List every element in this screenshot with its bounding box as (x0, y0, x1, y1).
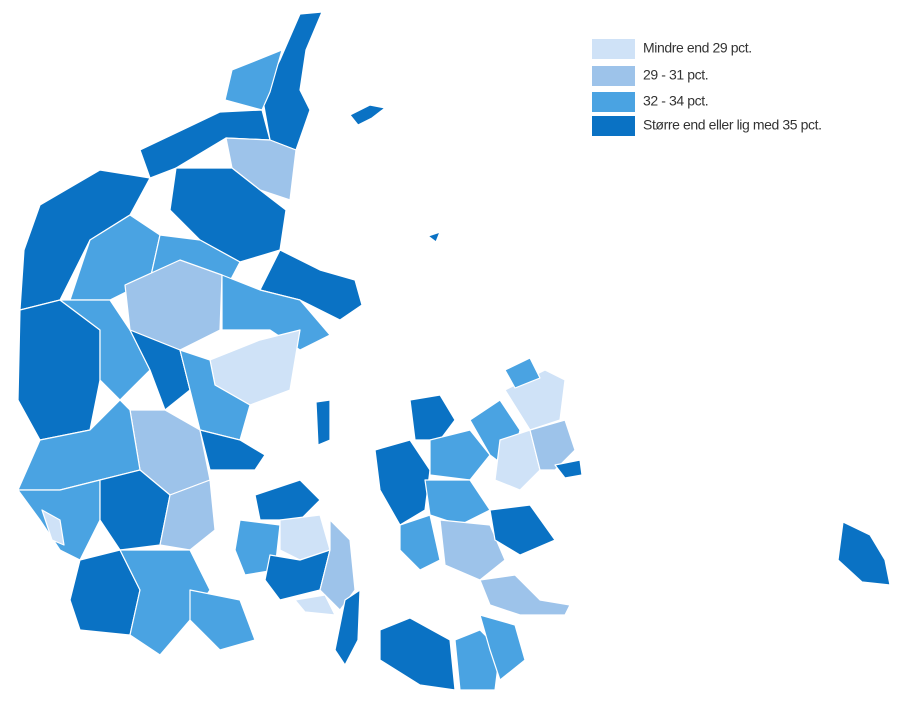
region (494, 429, 541, 491)
region (837, 521, 891, 586)
legend-swatch (592, 116, 635, 136)
region (409, 394, 456, 441)
region (224, 49, 283, 111)
legend-swatch (592, 92, 635, 112)
region (189, 589, 256, 651)
region (439, 519, 506, 581)
region (41, 509, 65, 546)
region (119, 549, 211, 656)
region (129, 329, 191, 411)
region (159, 479, 216, 551)
region (334, 589, 361, 666)
region (489, 504, 556, 556)
region (554, 459, 583, 479)
region (254, 479, 321, 521)
legend-label: Mindre end 29 pct. (643, 40, 752, 56)
region (349, 104, 386, 126)
region (319, 519, 356, 611)
region (424, 479, 491, 526)
region (427, 231, 441, 243)
region (429, 429, 491, 481)
region (529, 419, 576, 471)
region (179, 349, 251, 441)
region (374, 439, 431, 526)
legend-label: Større end eller lig med 35 pct. (643, 117, 822, 133)
region (379, 617, 456, 691)
legend-swatch (592, 66, 635, 86)
legend: Mindre end 29 pct. 29 - 31 pct. 32 - 34 pc… (592, 39, 822, 136)
region (59, 299, 151, 401)
region (199, 429, 266, 471)
region (479, 574, 571, 616)
region (315, 399, 331, 446)
legend-label: 32 - 34 pct. (643, 93, 708, 109)
regions (17, 11, 891, 691)
region (294, 594, 336, 616)
region (504, 357, 541, 389)
legend-swatch (592, 39, 635, 59)
legend-label: 29 - 31 pct. (643, 67, 708, 83)
region (479, 614, 526, 681)
region (221, 274, 331, 351)
region (399, 514, 441, 571)
